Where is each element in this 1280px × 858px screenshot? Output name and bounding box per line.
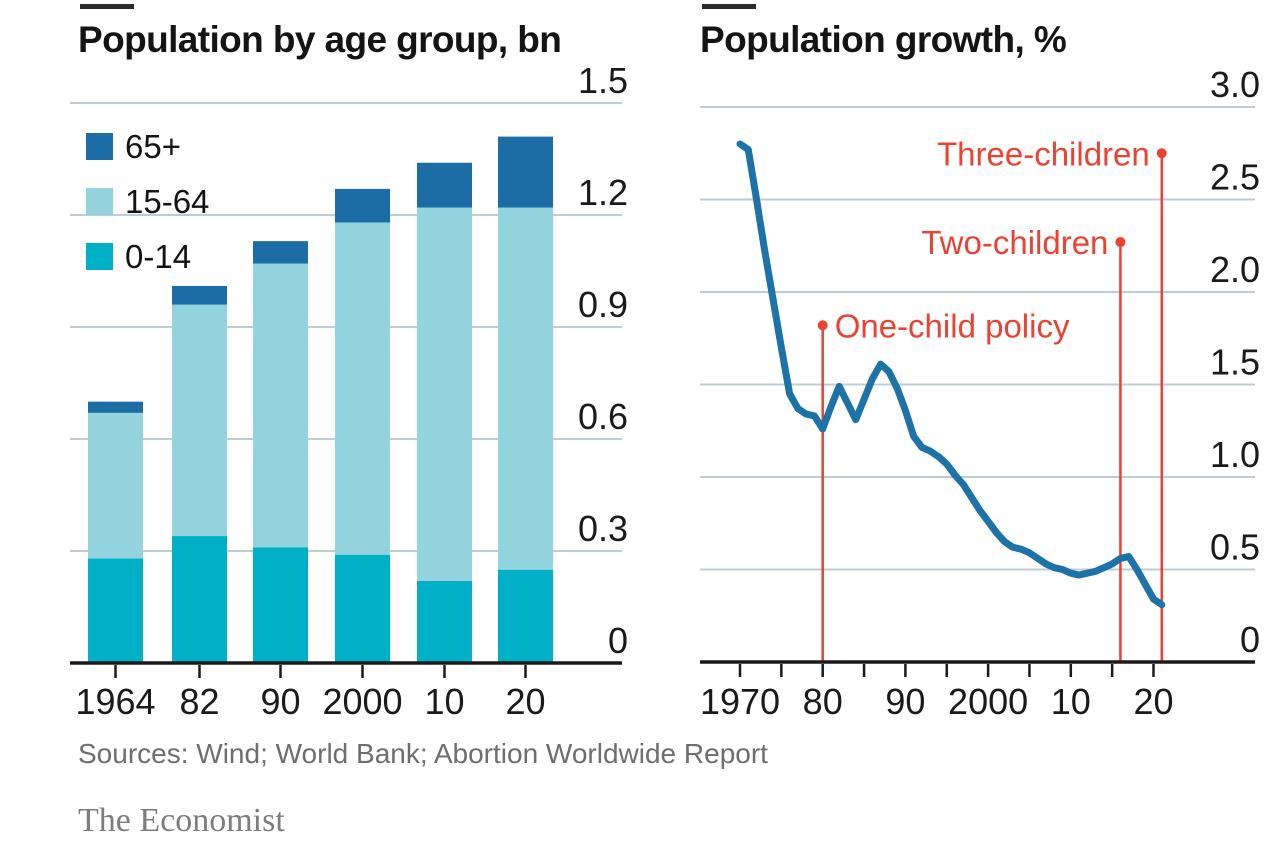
policy-dot-2021 (1156, 148, 1167, 159)
bar-segment-0-14-90 (253, 547, 308, 663)
x-axis-label: 10 (1051, 681, 1091, 722)
bar-segment-65+-82 (172, 285, 227, 305)
legend-swatch-15-64-icon (86, 188, 113, 215)
bar-segment-15-64-90 (253, 263, 308, 548)
growth-line (736, 140, 1166, 609)
legend: 65+ 15-64 0-14 (86, 119, 209, 284)
bar-segment-65+-20 (498, 136, 553, 208)
brand-the-economist: The Economist (78, 802, 285, 839)
right-chart-title: Population growth, % (700, 19, 1067, 60)
legend-label-0-14: 0-14 (125, 237, 192, 275)
y-axis-label: 1.2 (578, 172, 628, 213)
x-axis-label: 80 (803, 681, 843, 722)
policy-label-2016: Two-children (921, 224, 1108, 261)
sources-note: Sources: Wind; World Bank; Abortion Worl… (78, 738, 768, 769)
y-axis-label: 0 (608, 620, 628, 661)
y-axis-label: 1.5 (1210, 342, 1260, 383)
x-axis-label: 90 (885, 681, 925, 722)
bar-segment-0-14-2000 (335, 554, 390, 663)
policy-dot-1980 (817, 320, 828, 331)
x-axis-label: 1964 (75, 681, 155, 722)
bar-segment-15-64-20 (498, 207, 553, 570)
x-axis-label: 20 (1133, 681, 1173, 722)
x-axis-label: 2000 (322, 681, 402, 722)
y-axis-label: 1.0 (1210, 434, 1260, 475)
x-axis-label: 82 (179, 681, 219, 722)
legend-item-15-64: 15-64 (86, 174, 209, 229)
legend-label-65plus: 65+ (125, 127, 181, 165)
bar-segment-0-14-1964 (88, 558, 143, 663)
line-chart-canvas: One-child policy Two-children Three-childr… (700, 64, 1260, 722)
y-axis-label: 0.9 (578, 284, 628, 325)
y-axis-label: 1.5 (578, 60, 628, 101)
legend-item-0-14: 0-14 (86, 229, 209, 284)
left-chart-title: Population by age group, bn (78, 19, 562, 60)
policy-label-2021: Three-children (937, 135, 1150, 172)
x-axis-label: 1970 (700, 681, 780, 722)
bar-segment-65+-90 (253, 241, 308, 264)
bar-segment-65+-10 (417, 162, 472, 208)
bar-segment-0-14-10 (417, 580, 472, 663)
x-axis-label: 20 (505, 681, 545, 722)
policy-dot-2016 (1115, 237, 1126, 248)
legend-label-15-64: 15-64 (125, 182, 210, 220)
legend-item-65plus: 65+ (86, 119, 209, 174)
bar-segment-15-64-1964 (88, 412, 143, 559)
bar-chart-canvas: 1964 82 90 2000 10 20 0 0.3 0.6 0.9 1.2 1.5 (70, 60, 628, 722)
legend-swatch-0-14-icon (86, 243, 113, 270)
y-axis-label: 0.6 (578, 396, 628, 437)
left-panel-tab-dash (80, 4, 134, 9)
y-axis-label: 3.0 (1210, 64, 1260, 105)
x-axis-label: 2000 (948, 681, 1028, 722)
bar-segment-65+-2000 (335, 188, 390, 223)
x-axis-label: 10 (424, 681, 464, 722)
y-axis-label: 0.5 (1210, 527, 1260, 568)
y-axis-label: 0.3 (578, 508, 628, 549)
bar-segment-15-64-10 (417, 207, 472, 581)
y-axis-label: 2.0 (1210, 249, 1260, 290)
y-axis-label: 0 (1240, 619, 1260, 660)
x-axis-label: 90 (260, 681, 300, 722)
bar-segment-0-14-82 (172, 536, 227, 663)
bar-segment-15-64-82 (172, 304, 227, 537)
bar-segment-0-14-20 (498, 569, 553, 663)
legend-swatch-65plus-icon (86, 133, 113, 160)
bar-segment-65+-1964 (88, 401, 143, 413)
y-axis-label: 2.5 (1210, 157, 1260, 198)
right-panel-tab-dash (702, 4, 756, 9)
policy-label-1980: One-child policy (835, 307, 1070, 344)
bar-segment-15-64-2000 (335, 222, 390, 555)
